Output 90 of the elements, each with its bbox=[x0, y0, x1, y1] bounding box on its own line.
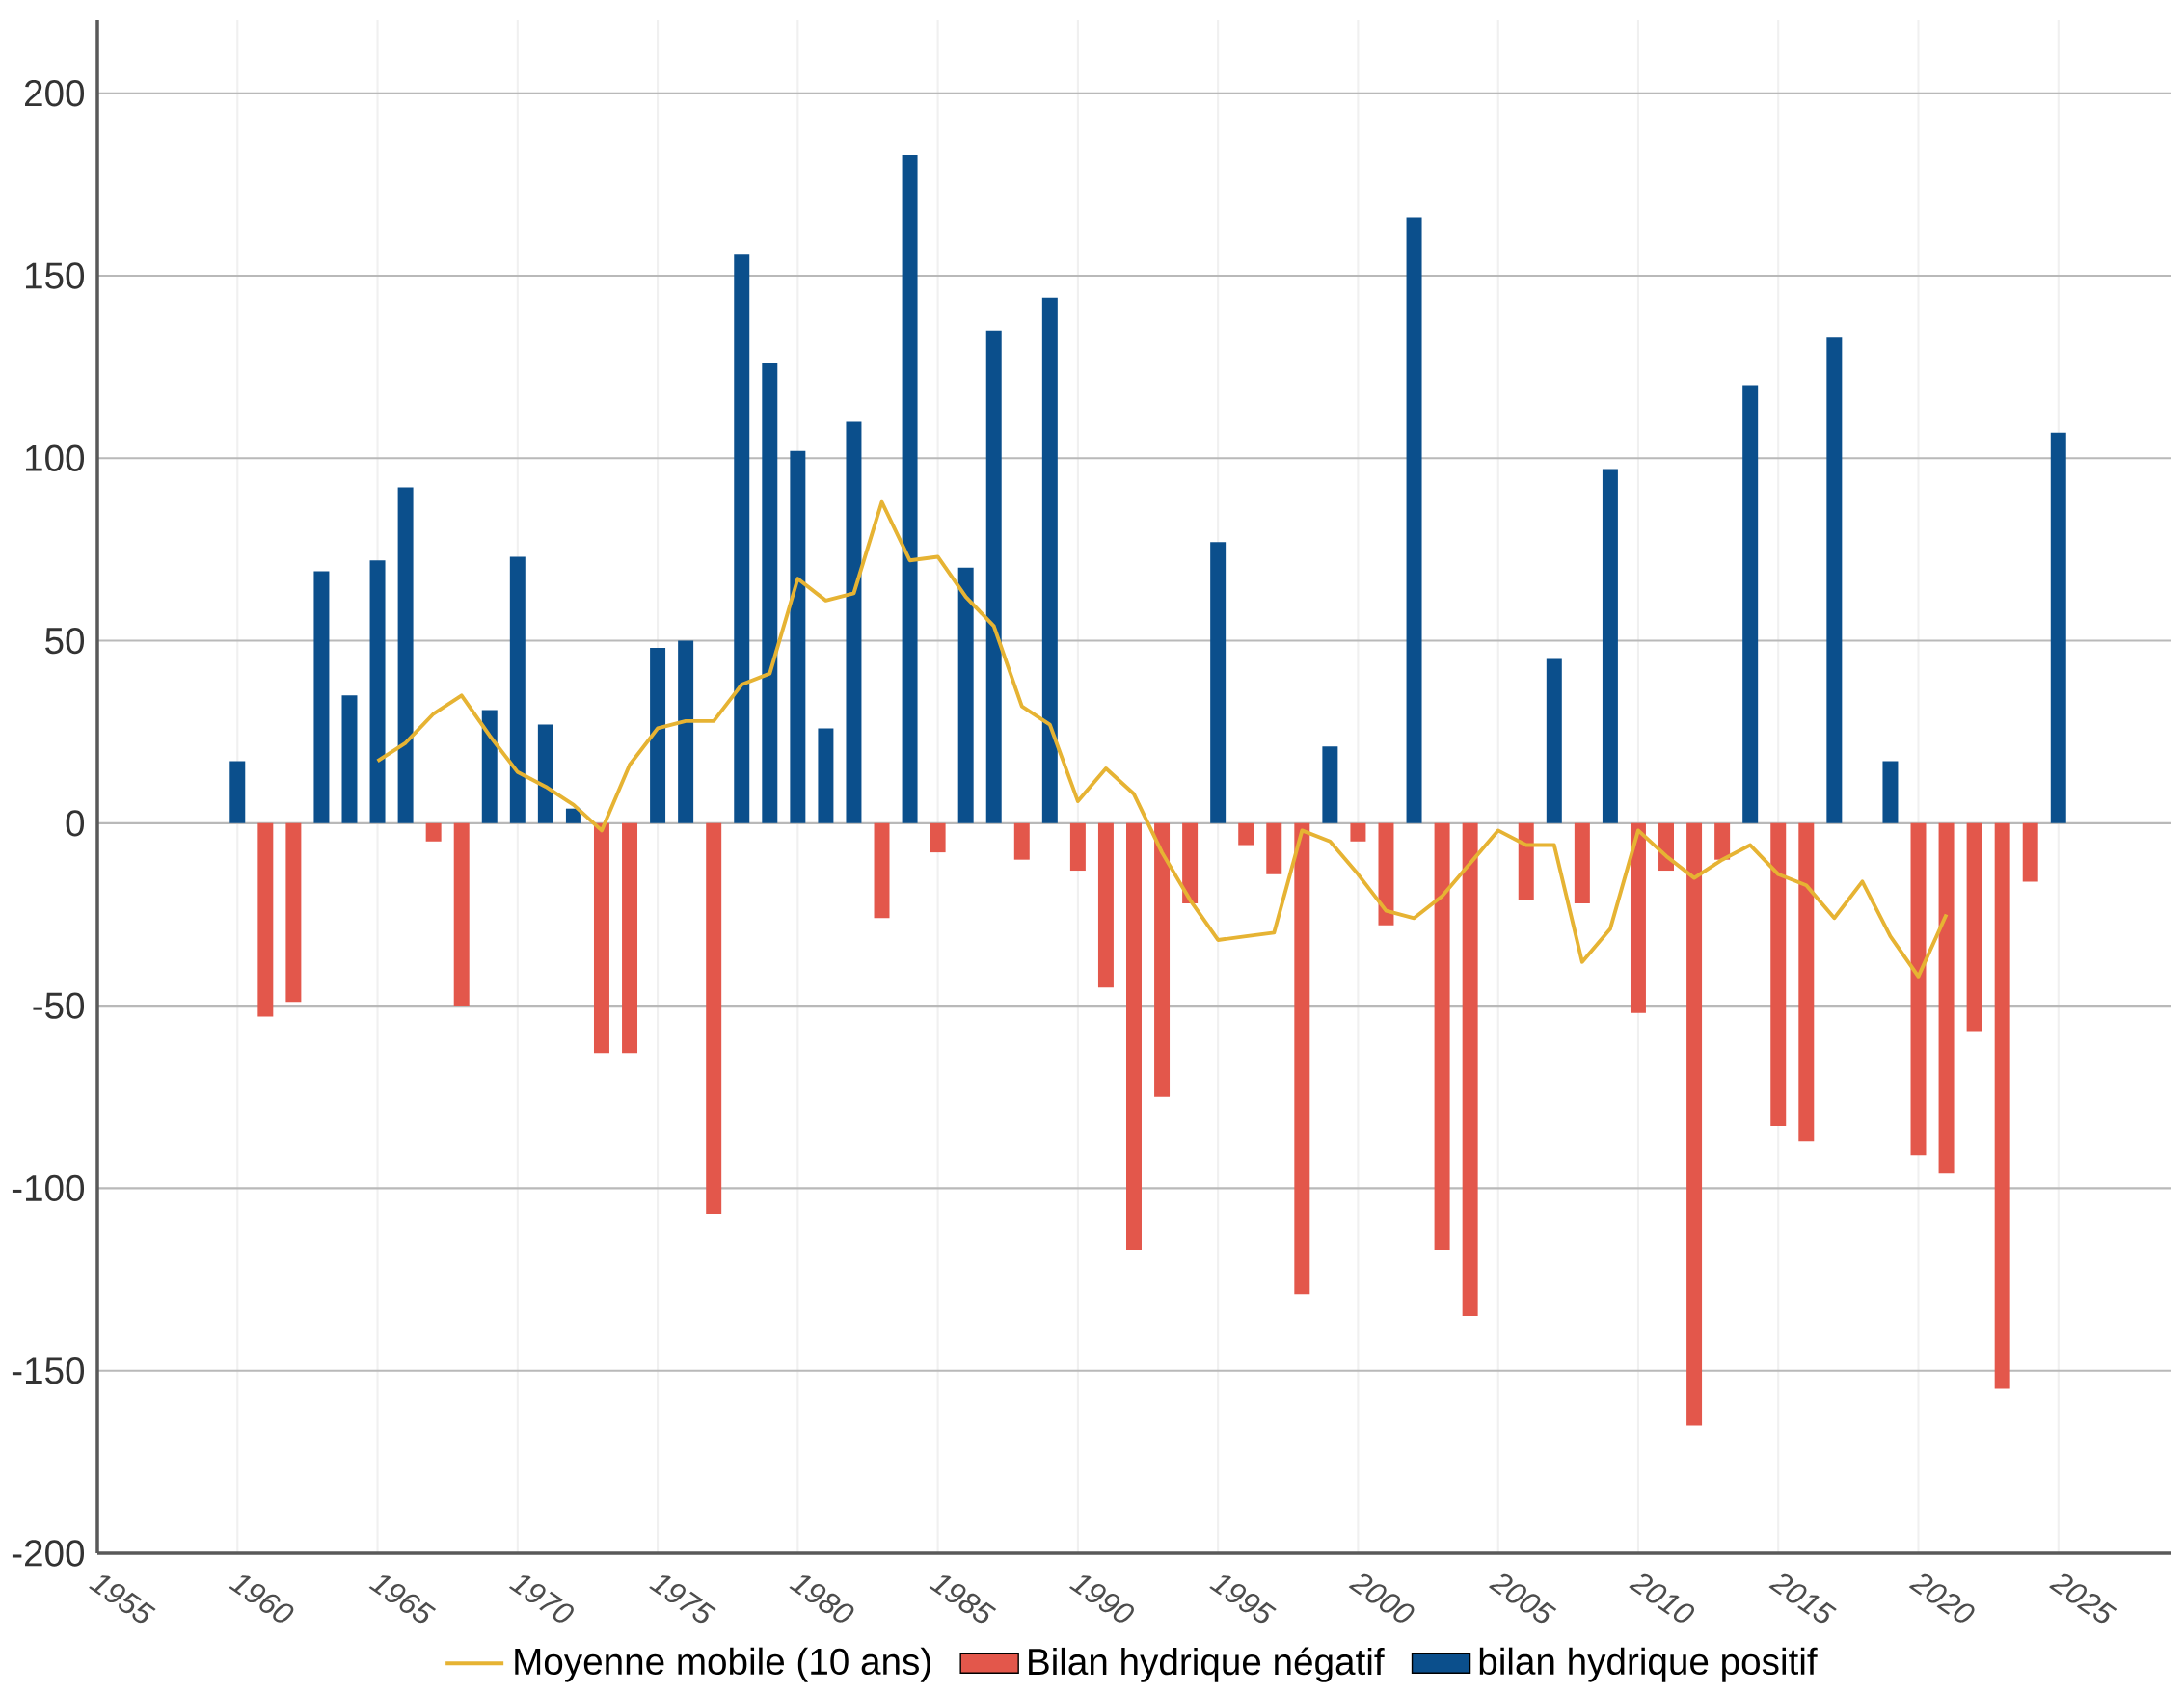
line-series bbox=[375, 499, 1949, 979]
bar bbox=[1574, 822, 1590, 904]
bar bbox=[593, 822, 609, 1054]
bar bbox=[2022, 822, 2038, 882]
x-tick-label: 2020 bbox=[1908, 1573, 1975, 1623]
x-tick-label: 2025 bbox=[2049, 1573, 2117, 1624]
bar bbox=[1826, 337, 1843, 823]
bar bbox=[1294, 822, 1310, 1295]
x-tick-label: 1960 bbox=[229, 1575, 294, 1623]
bar bbox=[537, 724, 553, 823]
bar bbox=[453, 822, 470, 1007]
bar bbox=[1546, 658, 1562, 823]
bar bbox=[1210, 542, 1227, 823]
bar bbox=[1798, 822, 1815, 1142]
x-tick-label: 1955 bbox=[89, 1575, 156, 1624]
bar bbox=[1322, 746, 1338, 823]
bar bbox=[1630, 822, 1646, 1013]
bar bbox=[481, 710, 498, 823]
bar bbox=[1602, 469, 1618, 823]
x-tick-label: 2015 bbox=[1768, 1573, 1837, 1624]
y-tick-label: 200 bbox=[25, 80, 85, 107]
bar bbox=[425, 822, 442, 842]
bar bbox=[650, 648, 666, 823]
bar bbox=[1069, 822, 1086, 872]
x-tick-label: 1965 bbox=[368, 1575, 437, 1624]
bar bbox=[341, 695, 358, 823]
bar bbox=[762, 363, 778, 823]
y-tick-label: -150 bbox=[12, 1357, 85, 1384]
y-tick-label: 0 bbox=[66, 810, 85, 837]
y-tick-label: -200 bbox=[12, 1540, 85, 1567]
bar bbox=[1966, 822, 1982, 1032]
bar bbox=[1041, 297, 1058, 823]
bar bbox=[1882, 761, 1899, 823]
bar bbox=[369, 560, 386, 823]
bar bbox=[846, 421, 862, 823]
bar bbox=[734, 254, 750, 823]
bar bbox=[622, 822, 638, 1054]
bar bbox=[1406, 217, 1422, 823]
bar bbox=[930, 822, 946, 853]
y-tick-label: 150 bbox=[26, 262, 85, 289]
bar bbox=[229, 761, 246, 823]
x-tick-label: 1985 bbox=[929, 1575, 997, 1624]
x-tick-label: 2005 bbox=[1488, 1573, 1557, 1624]
bar bbox=[790, 450, 806, 823]
x-tick-label: 1995 bbox=[1209, 1575, 1277, 1624]
bar bbox=[1013, 822, 1030, 860]
bar bbox=[1126, 822, 1142, 1250]
bar bbox=[1434, 822, 1450, 1250]
y-tick-label: 100 bbox=[26, 444, 85, 471]
bar bbox=[1938, 822, 1955, 1174]
legend-label: bilan hydrique positif bbox=[1479, 1647, 1818, 1682]
bar bbox=[874, 822, 890, 919]
y-tick-label: -100 bbox=[12, 1174, 85, 1202]
bar bbox=[1097, 822, 1114, 988]
x-tick-label: 1990 bbox=[1068, 1575, 1134, 1623]
bar bbox=[397, 487, 414, 823]
bar bbox=[1462, 822, 1478, 1316]
y-tick-label: 50 bbox=[45, 627, 85, 655]
bar bbox=[818, 728, 834, 823]
bar bbox=[1994, 822, 2010, 1389]
bar bbox=[1238, 822, 1254, 846]
bar bbox=[1714, 822, 1731, 860]
bar bbox=[1770, 822, 1787, 1127]
bar bbox=[902, 155, 918, 823]
legend-label: Moyenne mobile (10 ans) bbox=[515, 1647, 930, 1682]
x-tick-label: 2010 bbox=[1629, 1573, 1695, 1623]
bar bbox=[985, 330, 1002, 823]
x-tick-label: 1970 bbox=[508, 1575, 574, 1623]
bar bbox=[1742, 385, 1759, 823]
bar bbox=[257, 822, 274, 1017]
x-tick-label: 1975 bbox=[649, 1575, 716, 1624]
bar bbox=[2050, 432, 2066, 823]
bar bbox=[1350, 822, 1366, 842]
bar bbox=[285, 822, 302, 1003]
x-tick-label: 2000 bbox=[1348, 1573, 1415, 1623]
y-tick-label: -50 bbox=[33, 992, 85, 1019]
bar bbox=[1686, 822, 1703, 1426]
bar bbox=[706, 822, 722, 1214]
bar bbox=[957, 567, 974, 823]
bar bbox=[313, 571, 330, 823]
bar bbox=[678, 640, 694, 823]
bar bbox=[1266, 822, 1282, 874]
bar bbox=[509, 556, 526, 823]
bar bbox=[1182, 822, 1199, 904]
x-tick-label: 1980 bbox=[789, 1575, 854, 1623]
legend-label: Bilan hydrique négatif bbox=[1029, 1647, 1385, 1682]
bar bbox=[1154, 822, 1171, 1097]
bar bbox=[565, 808, 581, 823]
bar bbox=[1518, 822, 1534, 900]
bar bbox=[1910, 822, 1927, 1156]
